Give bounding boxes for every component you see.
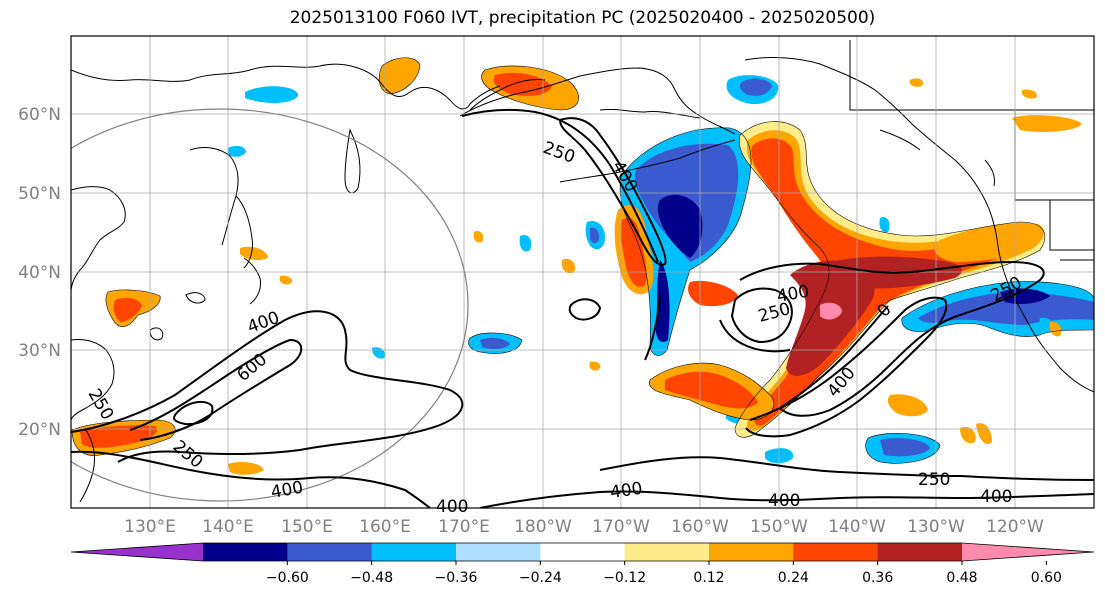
lon-label-150e: 150°E bbox=[281, 517, 333, 537]
precip-shading bbox=[72, 57, 1094, 475]
colorbar-outline bbox=[70, 542, 1095, 562]
colorbar-tick-label: 0.36 bbox=[862, 570, 893, 586]
colorbar-segment bbox=[456, 543, 541, 561]
latitude-labels: 60°N 50°N 40°N 30°N 20°N bbox=[18, 105, 61, 440]
contour-label-400-g: 400 bbox=[980, 487, 1012, 507]
contour-label-400-d: 400 bbox=[436, 497, 468, 517]
contour-label-400-f: 400 bbox=[768, 491, 800, 511]
map-title: 2025013100 F060 IVT, precipitation PC (2… bbox=[289, 8, 876, 28]
contour-label-400-e: 400 bbox=[609, 479, 644, 503]
ivt-contours bbox=[71, 108, 1094, 508]
lat-label-20: 20°N bbox=[18, 420, 61, 440]
map-border bbox=[70, 35, 1095, 509]
lon-label-170w: 170°W bbox=[592, 517, 650, 537]
colorbar-tick-label: 0.48 bbox=[946, 570, 977, 586]
coastlines bbox=[71, 40, 1094, 503]
colorbar-extend-low bbox=[71, 543, 203, 561]
colorbar-tick-label: −0.36 bbox=[435, 570, 478, 586]
colorbar-extend-high bbox=[962, 543, 1094, 561]
colorbar-tick-label: −0.24 bbox=[519, 570, 562, 586]
colorbar: −0.60 −0.48 −0.36 −0.24 −0.12 0.12 0.24 0.36 0.4… bbox=[70, 542, 1095, 586]
lat-label-60: 60°N bbox=[18, 105, 61, 125]
colorbar-segment bbox=[371, 543, 457, 561]
lat-label-50: 50°N bbox=[18, 184, 61, 204]
lon-label-130e: 130°E bbox=[124, 517, 176, 537]
colorbar-tick-label: −0.48 bbox=[350, 570, 393, 586]
colorbar-tick-label: −0.12 bbox=[603, 570, 646, 586]
colorbar-tick-label: 0.12 bbox=[693, 570, 724, 586]
lon-label-150w: 150°W bbox=[750, 517, 808, 537]
longitude-labels: 130°E 140°E 150°E 160°E 170°E 180°W 170°… bbox=[124, 517, 1044, 537]
lat-label-40: 40°N bbox=[18, 263, 61, 283]
colorbar-segment bbox=[203, 543, 288, 561]
colorbar-segment bbox=[793, 543, 879, 561]
colorbar-segment bbox=[540, 543, 626, 561]
lon-label-130w: 130°W bbox=[907, 517, 965, 537]
lon-label-140w: 140°W bbox=[828, 517, 886, 537]
contour-label-250-d: 250 bbox=[918, 470, 950, 490]
contour-labels: 250 400 400 600 250 250 400 400 400 400 … bbox=[84, 138, 1026, 517]
colorbar-segment bbox=[624, 543, 710, 561]
lat-label-30: 30°N bbox=[18, 341, 61, 361]
colorbar-segment bbox=[709, 543, 794, 561]
lon-label-170e: 170°E bbox=[438, 517, 490, 537]
colorbar-tick-label: 0.60 bbox=[1031, 570, 1062, 586]
range-circle bbox=[71, 108, 469, 502]
colorbar-tick-label: 0.24 bbox=[778, 570, 809, 586]
colorbar-segment bbox=[287, 543, 373, 561]
lon-label-160w: 160°W bbox=[671, 517, 729, 537]
lon-label-180w: 180°W bbox=[514, 517, 572, 537]
colorbar-segment bbox=[877, 543, 963, 561]
lon-label-140e: 140°E bbox=[202, 517, 254, 537]
lon-label-120w: 120°W bbox=[986, 517, 1044, 537]
lon-label-160e: 160°E bbox=[359, 517, 411, 537]
colorbar-tick-label: −0.60 bbox=[266, 570, 309, 586]
graticule bbox=[71, 36, 1094, 508]
